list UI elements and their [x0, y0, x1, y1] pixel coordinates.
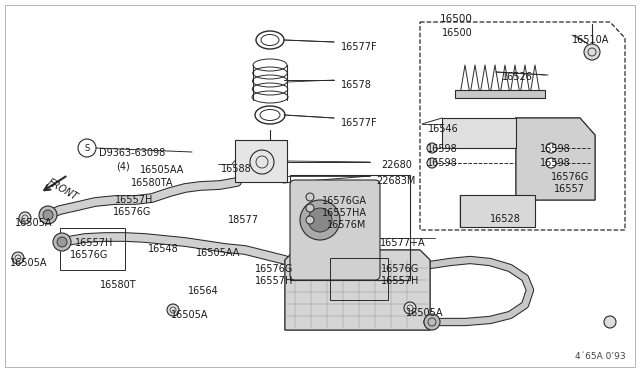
Circle shape — [167, 304, 179, 316]
Text: 22683M: 22683M — [376, 176, 415, 186]
Text: 16576G: 16576G — [70, 250, 108, 260]
Text: S: S — [84, 144, 90, 153]
Circle shape — [427, 158, 437, 168]
Text: 16546: 16546 — [428, 124, 459, 134]
Text: 16598: 16598 — [427, 144, 458, 154]
Text: 22680: 22680 — [381, 160, 412, 170]
Circle shape — [424, 314, 440, 330]
Text: 16578: 16578 — [341, 80, 372, 90]
Text: 16576G: 16576G — [255, 264, 293, 274]
Text: 18577: 18577 — [228, 215, 259, 225]
Text: 16576G: 16576G — [113, 207, 152, 217]
Text: 16576G: 16576G — [551, 172, 589, 182]
Text: 16576GA: 16576GA — [322, 196, 367, 206]
Circle shape — [546, 158, 556, 168]
Circle shape — [53, 233, 71, 251]
Text: 16557H: 16557H — [75, 238, 113, 248]
Bar — [330, 258, 388, 300]
Text: 4´65A 0’93: 4´65A 0’93 — [575, 352, 626, 361]
Text: 16500: 16500 — [440, 14, 473, 24]
Circle shape — [306, 193, 314, 201]
Text: 16505AA: 16505AA — [140, 165, 184, 175]
Text: 16557HA: 16557HA — [322, 208, 367, 218]
Circle shape — [306, 216, 314, 224]
Circle shape — [39, 206, 57, 224]
Circle shape — [308, 208, 332, 232]
Circle shape — [584, 44, 600, 60]
Circle shape — [546, 143, 556, 153]
Text: 16577+A: 16577+A — [380, 238, 426, 248]
Text: 16526: 16526 — [502, 72, 533, 82]
Text: (4): (4) — [116, 161, 130, 171]
Bar — [442, 118, 516, 148]
Bar — [60, 228, 125, 270]
Text: 16576M: 16576M — [327, 220, 366, 230]
Bar — [235, 140, 287, 182]
Text: 16577F: 16577F — [341, 118, 378, 128]
Text: 16505A: 16505A — [15, 218, 52, 228]
Text: 16505A: 16505A — [406, 308, 444, 318]
Circle shape — [404, 302, 416, 314]
Text: 16598: 16598 — [540, 158, 571, 168]
Text: 16505A: 16505A — [10, 258, 47, 268]
Text: D9363-63098: D9363-63098 — [99, 148, 165, 158]
Circle shape — [300, 200, 340, 240]
Text: FRONT: FRONT — [46, 177, 80, 202]
Text: 16557H: 16557H — [255, 276, 293, 286]
Text: 16557: 16557 — [554, 184, 585, 194]
Text: 16577F: 16577F — [341, 42, 378, 52]
Circle shape — [604, 316, 616, 328]
Text: 16505A: 16505A — [171, 310, 209, 320]
Text: 16528: 16528 — [490, 214, 521, 224]
Circle shape — [19, 212, 31, 224]
Text: 16588: 16588 — [221, 164, 252, 174]
Circle shape — [424, 316, 436, 328]
Circle shape — [427, 143, 437, 153]
Text: 16505AA: 16505AA — [196, 248, 241, 258]
Polygon shape — [516, 118, 595, 200]
Text: 16500: 16500 — [442, 28, 473, 38]
Text: 16598: 16598 — [427, 158, 458, 168]
Polygon shape — [285, 250, 430, 330]
Circle shape — [306, 204, 314, 212]
FancyBboxPatch shape — [290, 180, 380, 280]
Text: 16557H: 16557H — [115, 195, 154, 205]
Circle shape — [43, 210, 53, 220]
Text: 16580T: 16580T — [100, 280, 136, 290]
Text: 16510A: 16510A — [572, 35, 609, 45]
Text: 16548: 16548 — [148, 244, 179, 254]
Circle shape — [12, 252, 24, 264]
Bar — [460, 195, 535, 227]
Text: 16576G: 16576G — [381, 264, 419, 274]
Circle shape — [57, 237, 67, 247]
Circle shape — [78, 139, 96, 157]
Text: 16557H: 16557H — [381, 276, 419, 286]
Text: 16564: 16564 — [188, 286, 219, 296]
Bar — [455, 90, 545, 98]
Text: 16598: 16598 — [540, 144, 571, 154]
Bar — [290, 175, 410, 280]
Text: 16580TA: 16580TA — [131, 178, 173, 188]
